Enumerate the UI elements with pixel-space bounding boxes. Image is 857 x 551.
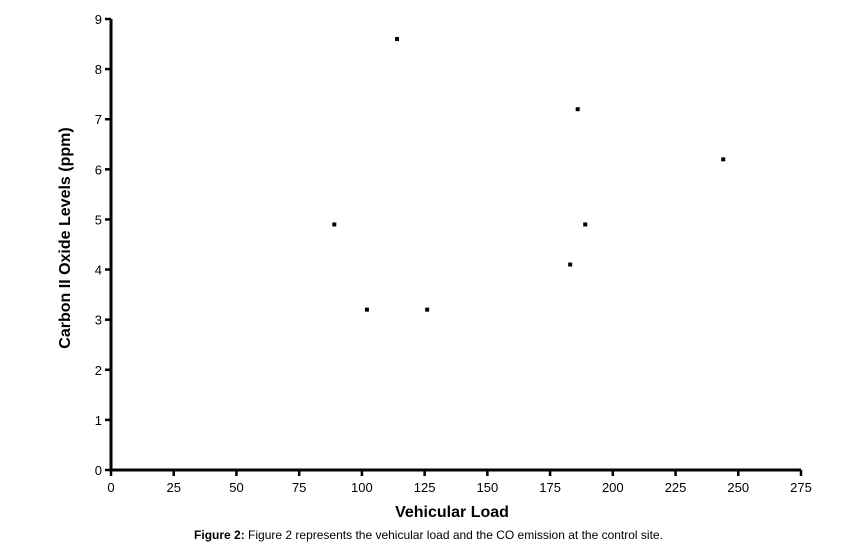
x-tick-label: 175 xyxy=(539,480,561,495)
y-axis-title: Carbon II Oxide Levels (ppm) xyxy=(57,127,74,348)
x-tick-label: 75 xyxy=(292,480,306,495)
caption-text: Figure 2 represents the vehicular load a… xyxy=(244,528,663,542)
data-point xyxy=(721,157,726,162)
y-tick-label: 0 xyxy=(95,463,102,478)
x-tick-label: 100 xyxy=(351,480,373,495)
data-point xyxy=(364,307,369,312)
y-tick-label: 5 xyxy=(95,212,102,227)
data-point xyxy=(575,107,580,112)
y-tick-label: 7 xyxy=(95,112,102,127)
data-point xyxy=(395,37,400,42)
x-tick-label: 0 xyxy=(107,480,114,495)
caption-label: Figure 2: xyxy=(194,528,245,542)
y-tick-label: 3 xyxy=(95,313,102,328)
figure-caption: Figure 2: Figure 2 represents the vehicu… xyxy=(0,528,857,542)
x-tick-label: 25 xyxy=(166,480,180,495)
x-tick-label: 200 xyxy=(602,480,624,495)
x-tick-label: 50 xyxy=(229,480,243,495)
axes: 0 1 2 3 4 5 6 7 8 9 0 25 50 75 100 125 150 175 200 225 250 27… xyxy=(95,12,812,495)
y-tick-label: 9 xyxy=(95,12,102,27)
x-tick-label: 225 xyxy=(665,480,687,495)
y-tick-label: 2 xyxy=(95,363,102,378)
x-tick-label: 150 xyxy=(477,480,499,495)
data-point xyxy=(583,222,588,227)
data-point xyxy=(332,222,337,227)
x-tick-label: 250 xyxy=(727,480,749,495)
x-axis-title: Vehicular Load xyxy=(395,504,509,521)
data-point xyxy=(568,262,573,267)
y-tick-label: 1 xyxy=(95,413,102,428)
y-tick-label: 4 xyxy=(95,263,102,278)
x-tick-label: 275 xyxy=(790,480,812,495)
x-tick-label: 125 xyxy=(414,480,436,495)
data-point xyxy=(425,307,430,312)
y-tick-label: 8 xyxy=(95,62,102,77)
data-points xyxy=(332,37,726,312)
y-tick-label: 6 xyxy=(95,162,102,177)
